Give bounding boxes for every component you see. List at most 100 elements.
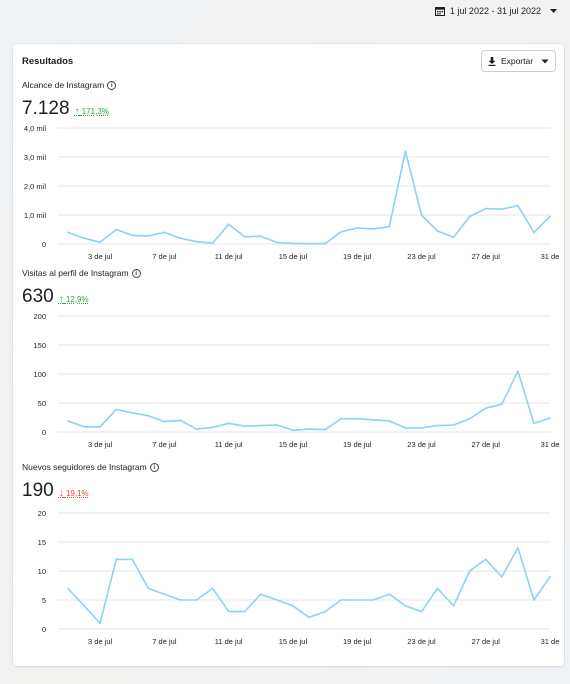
data-point xyxy=(243,235,246,238)
metric-label-new-followers: Nuevos seguidores de Instagram i xyxy=(22,462,159,472)
x-tick-label: 31 de xyxy=(541,252,560,261)
data-point xyxy=(372,228,375,230)
x-tick-label: 31 de xyxy=(541,440,560,449)
data-point xyxy=(452,424,455,426)
data-point xyxy=(452,236,455,239)
data-point xyxy=(404,604,407,607)
y-tick-label: 4,0 mil xyxy=(24,124,46,133)
data-point xyxy=(99,241,102,244)
data-point xyxy=(372,418,375,421)
series-line xyxy=(67,546,551,624)
data-point xyxy=(404,427,407,429)
data-point xyxy=(67,231,69,234)
data-point xyxy=(452,604,455,607)
data-point xyxy=(292,429,294,432)
card-title: Resultados xyxy=(22,56,74,67)
data-point xyxy=(533,599,535,601)
x-tick-label: 7 de jul xyxy=(152,252,177,261)
metric-label-reach: Alcance de Instagram i xyxy=(22,80,117,90)
data-point xyxy=(147,587,150,590)
y-tick-label: 200 xyxy=(33,312,46,321)
metric-value-profile-visits: 630 ↑ 12,9% xyxy=(22,286,89,308)
x-tick-label: 19 de jul xyxy=(343,440,372,449)
data-point xyxy=(356,599,359,601)
export-label: Exportar xyxy=(500,56,534,66)
data-point xyxy=(356,227,359,229)
data-point xyxy=(516,204,519,207)
data-point xyxy=(533,422,535,425)
data-point xyxy=(131,411,134,414)
data-point xyxy=(99,425,102,428)
data-point xyxy=(372,599,375,601)
data-point xyxy=(195,428,198,430)
info-icon[interactable]: i xyxy=(107,80,117,90)
data-point xyxy=(404,150,407,153)
data-point xyxy=(549,575,551,578)
data-point xyxy=(324,428,326,431)
data-point xyxy=(436,230,439,232)
arrow-up-icon: ↑ xyxy=(74,106,80,117)
data-point xyxy=(549,215,551,218)
y-tick-label: 0 xyxy=(42,625,46,634)
series-line xyxy=(67,150,551,245)
data-point xyxy=(468,570,471,572)
data-point xyxy=(420,214,423,216)
metric-change: ↑ 12,9% xyxy=(58,294,89,305)
data-point xyxy=(549,417,551,419)
export-button[interactable]: Exportar xyxy=(481,50,556,72)
data-point xyxy=(324,242,326,245)
data-point xyxy=(436,587,439,590)
arrow-up-icon: ↑ xyxy=(58,294,64,305)
y-tick-label: 1,0 mil xyxy=(24,211,46,220)
y-tick-label: 3,0 mil xyxy=(24,153,46,162)
data-point xyxy=(292,242,294,245)
data-point xyxy=(420,427,423,429)
data-point xyxy=(275,599,278,601)
x-tick-label: 3 de jul xyxy=(88,637,113,646)
data-point xyxy=(259,235,262,238)
data-point xyxy=(500,208,503,211)
data-point xyxy=(340,599,343,601)
data-point xyxy=(308,616,310,619)
chart-profile-visits: 0 50 100 150 200 3 de jul 7 de jul 11 de jul 15 … xyxy=(33,312,560,449)
data-point xyxy=(243,425,246,428)
data-point xyxy=(83,604,85,607)
data-point xyxy=(340,230,343,233)
data-point xyxy=(484,558,487,561)
data-point xyxy=(259,593,262,596)
data-point xyxy=(227,610,230,613)
info-icon[interactable]: i xyxy=(131,268,141,278)
x-tick-label: 19 de jul xyxy=(343,637,372,646)
data-point xyxy=(115,558,118,561)
date-range-label: 1 jul 2022 - 31 jul 2022 xyxy=(449,6,541,16)
download-icon xyxy=(488,56,496,66)
date-range-picker[interactable]: 1 jul 2022 - 31 jul 2022 xyxy=(434,6,558,16)
x-tick-label: 31 de xyxy=(541,637,560,646)
x-tick-label: 11 de jul xyxy=(215,440,243,449)
data-point xyxy=(163,593,166,596)
x-tick-label: 3 de jul xyxy=(88,440,113,449)
data-point xyxy=(388,420,391,422)
data-point xyxy=(131,234,134,237)
x-tick-label: 27 de jul xyxy=(472,637,501,646)
y-tick-label: 15 xyxy=(38,538,46,547)
data-point xyxy=(83,425,85,428)
x-tick-label: 27 de jul xyxy=(472,440,501,449)
chart-reach: 0 1,0 mil 2,0 mil 3,0 mil 4,0 mil 3 de jul 7 d… xyxy=(24,124,560,261)
metric-number: 630 xyxy=(22,286,54,307)
data-point xyxy=(484,407,487,410)
metric-number: 7.128 xyxy=(22,98,70,119)
metric-value-new-followers: 190 ↓ 19,1% xyxy=(22,480,89,502)
data-point xyxy=(131,558,134,561)
info-icon[interactable]: i xyxy=(149,462,159,472)
data-point xyxy=(163,420,166,423)
data-point xyxy=(308,428,310,430)
y-tick-label: 0 xyxy=(42,240,46,249)
y-tick-label: 20 xyxy=(38,509,46,518)
metric-change: ↓ 19,1% xyxy=(58,488,89,499)
y-tick-label: 100 xyxy=(33,370,46,379)
data-point xyxy=(259,424,262,427)
data-point xyxy=(195,240,198,243)
x-tick-label: 15 de jul xyxy=(279,637,308,646)
x-tick-label: 7 de jul xyxy=(152,637,177,646)
